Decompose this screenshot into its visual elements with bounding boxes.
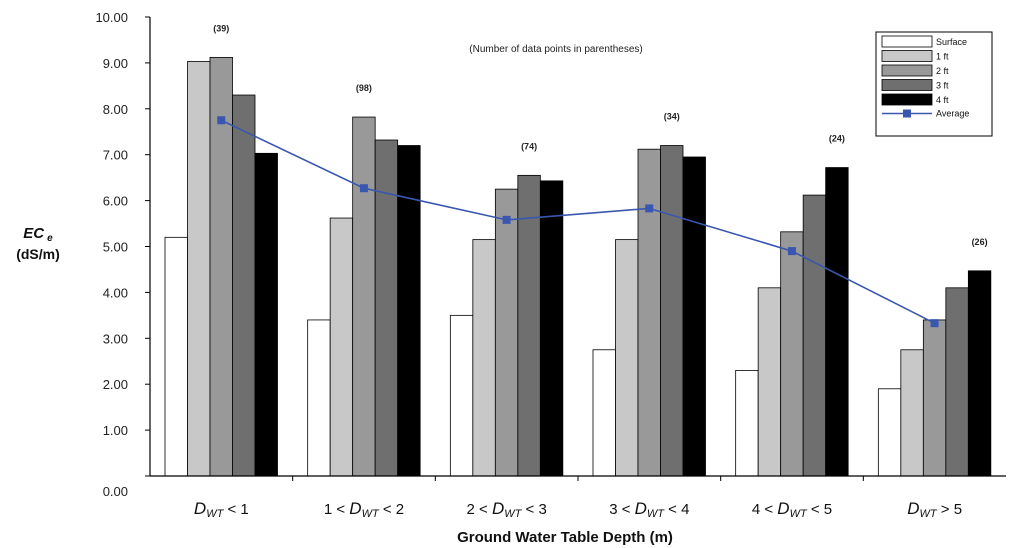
- legend-label: 3 ft: [936, 81, 949, 91]
- legend-swatch: [881, 93, 933, 106]
- bar-4-ft: [539, 180, 564, 477]
- bar-3-ft: [374, 139, 399, 477]
- bar-surface: [307, 319, 331, 477]
- bar-3-ft: [232, 94, 256, 477]
- average-marker: [787, 247, 796, 256]
- legend-label: Surface: [936, 37, 967, 47]
- bar-4-ft: [825, 167, 849, 477]
- bar-surface: [592, 349, 616, 477]
- average-polyline: [220, 119, 935, 324]
- legend-swatch: [881, 64, 933, 77]
- y-tick-label: 0.00: [103, 484, 128, 499]
- bar-1-ft: [187, 61, 211, 477]
- y-axis-title-sub: e: [47, 233, 53, 244]
- bar-4-ft: [254, 152, 278, 477]
- x-category-label: 4 < DWT < 5: [752, 499, 832, 520]
- bar-4-ft: [682, 156, 706, 477]
- bar-1-ft: [472, 239, 496, 477]
- legend-label: 4 ft: [936, 95, 949, 105]
- chart-note: (Number of data points in parentheses): [469, 44, 642, 55]
- bar-1-ft: [757, 287, 782, 477]
- x-category-label: DWT < 1: [194, 499, 249, 520]
- y-axis-title: EC e (dS/m): [16, 225, 60, 262]
- legend-swatch: [881, 35, 933, 48]
- bar-surface: [164, 236, 188, 477]
- bar-2-ft: [922, 319, 947, 477]
- y-axis-title-unit: (dS/m): [16, 246, 60, 262]
- average-marker: [502, 215, 511, 224]
- legend-label: Average: [936, 109, 969, 119]
- x-category-label: 2 < DWT < 3: [467, 499, 547, 520]
- y-tick-label: 5.00: [103, 240, 128, 255]
- count-label: (74): [521, 141, 537, 151]
- legend-label: 1 ft: [936, 52, 949, 62]
- bar-surface: [877, 388, 902, 477]
- bar-4-ft: [967, 270, 992, 477]
- y-tick-label: 4.00: [103, 285, 128, 300]
- average-marker: [645, 204, 654, 213]
- bar-2-ft: [780, 231, 804, 477]
- x-axis: DWT < 1 1 < DWT < 2 2 < DWT < 3 3 < DWT < 4…: [150, 475, 1006, 520]
- average-marker: [217, 116, 226, 125]
- svg-text:ECe: EC e: [23, 225, 53, 244]
- bar-3-ft: [660, 145, 684, 477]
- y-axis: 0.00 1.00 2.00 3.00 4.00 5.00 6.00 7.00 8.00 9.00…: [95, 10, 151, 499]
- bar-surface: [735, 370, 759, 477]
- bars: [164, 56, 992, 477]
- bar-3-ft: [802, 194, 827, 477]
- y-tick-label: 9.00: [103, 56, 128, 71]
- average-line: [217, 116, 939, 328]
- count-label: (34): [664, 112, 680, 122]
- bar-3-ft: [517, 174, 541, 477]
- legend-label: 2 ft: [936, 66, 949, 76]
- bar-1-ft: [615, 239, 639, 477]
- y-axis-title-main: EC: [23, 225, 45, 242]
- legend-swatch: [881, 79, 933, 91]
- bar-2-ft: [637, 148, 661, 477]
- bar-2-ft: [352, 116, 376, 477]
- y-tick-label: 8.00: [103, 102, 128, 117]
- average-marker: [359, 184, 368, 193]
- x-category-label: 3 < DWT < 4: [609, 499, 689, 520]
- average-marker: [930, 319, 939, 328]
- y-tick-label: 10.00: [95, 10, 128, 25]
- legend: Surface 1 ft 2 ft 3 ft 4 ft Average: [875, 31, 993, 137]
- y-tick-label: 3.00: [103, 331, 128, 346]
- x-category-label: 1 < DWT < 2: [324, 499, 404, 520]
- y-tick-label: 6.00: [103, 194, 128, 209]
- x-category-label: DWT > 5: [907, 499, 962, 520]
- legend-average-marker: [903, 109, 911, 118]
- bar-1-ft: [900, 349, 924, 477]
- count-label: (39): [213, 23, 229, 33]
- y-tick-label: 2.00: [103, 377, 128, 392]
- bar-3-ft: [945, 287, 969, 477]
- y-tick-label: 1.00: [103, 423, 128, 438]
- count-label: (26): [972, 237, 988, 247]
- legend-swatch: [881, 50, 933, 62]
- count-label: (98): [356, 83, 372, 93]
- count-labels: (39) (98) (74) (34) (24) (26): [213, 23, 987, 246]
- y-tick-label: 7.00: [103, 148, 128, 163]
- bar-4-ft: [397, 145, 421, 477]
- x-axis-title: Ground Water Table Depth (m): [457, 529, 673, 546]
- bar-surface: [449, 314, 474, 477]
- bar-1-ft: [329, 217, 354, 477]
- count-label: (24): [829, 134, 845, 144]
- bar-2-ft: [494, 188, 519, 477]
